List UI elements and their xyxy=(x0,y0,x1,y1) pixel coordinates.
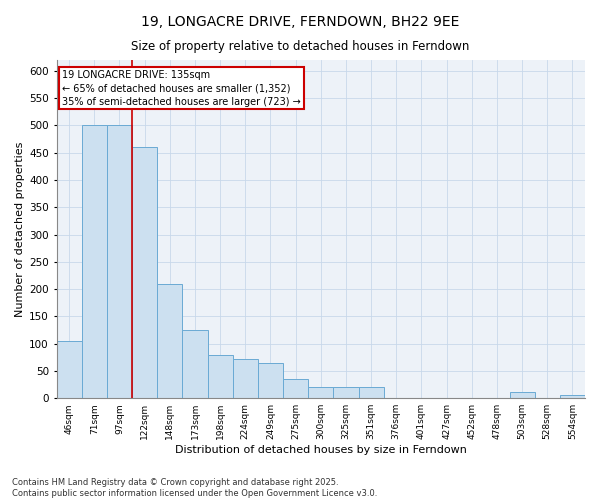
X-axis label: Distribution of detached houses by size in Ferndown: Distribution of detached houses by size … xyxy=(175,445,467,455)
Text: 19, LONGACRE DRIVE, FERNDOWN, BH22 9EE: 19, LONGACRE DRIVE, FERNDOWN, BH22 9EE xyxy=(141,15,459,29)
Bar xyxy=(560,396,585,398)
Bar xyxy=(132,148,157,398)
Bar xyxy=(334,388,359,398)
Bar xyxy=(107,126,132,398)
Bar xyxy=(283,379,308,398)
Bar xyxy=(157,284,182,398)
Bar xyxy=(82,126,107,398)
Bar xyxy=(359,388,383,398)
Text: 19 LONGACRE DRIVE: 135sqm
← 65% of detached houses are smaller (1,352)
35% of se: 19 LONGACRE DRIVE: 135sqm ← 65% of detac… xyxy=(62,70,301,106)
Bar xyxy=(182,330,208,398)
Bar xyxy=(308,388,334,398)
Bar xyxy=(509,392,535,398)
Bar xyxy=(208,354,233,398)
Y-axis label: Number of detached properties: Number of detached properties xyxy=(15,142,25,317)
Text: Size of property relative to detached houses in Ferndown: Size of property relative to detached ho… xyxy=(131,40,469,53)
Bar xyxy=(258,363,283,398)
Text: Contains HM Land Registry data © Crown copyright and database right 2025.
Contai: Contains HM Land Registry data © Crown c… xyxy=(12,478,377,498)
Bar xyxy=(56,341,82,398)
Bar xyxy=(233,359,258,398)
